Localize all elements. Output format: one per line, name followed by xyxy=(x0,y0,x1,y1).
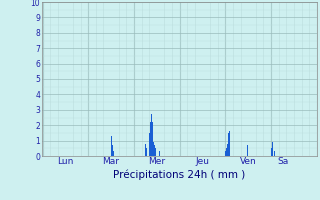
Bar xyxy=(150,122,151,156)
Bar xyxy=(247,145,248,156)
Bar xyxy=(225,151,226,156)
Bar xyxy=(155,145,156,156)
Bar xyxy=(226,148,227,156)
Bar xyxy=(149,133,150,156)
Bar xyxy=(233,144,234,156)
Bar xyxy=(273,147,274,156)
Bar xyxy=(113,150,114,156)
Bar xyxy=(152,122,153,156)
Bar xyxy=(154,142,155,156)
Bar xyxy=(146,148,147,156)
Bar xyxy=(145,144,146,156)
Bar xyxy=(159,151,160,156)
Bar xyxy=(112,145,113,156)
Bar xyxy=(151,114,152,156)
Bar xyxy=(229,131,230,156)
Bar xyxy=(111,136,112,156)
Bar xyxy=(114,151,115,156)
Bar xyxy=(228,133,229,156)
X-axis label: Précipitations 24h ( mm ): Précipitations 24h ( mm ) xyxy=(113,169,245,180)
Bar xyxy=(272,142,273,156)
Bar xyxy=(275,151,276,156)
Bar xyxy=(271,148,272,156)
Bar xyxy=(227,144,228,156)
Bar xyxy=(153,139,154,156)
